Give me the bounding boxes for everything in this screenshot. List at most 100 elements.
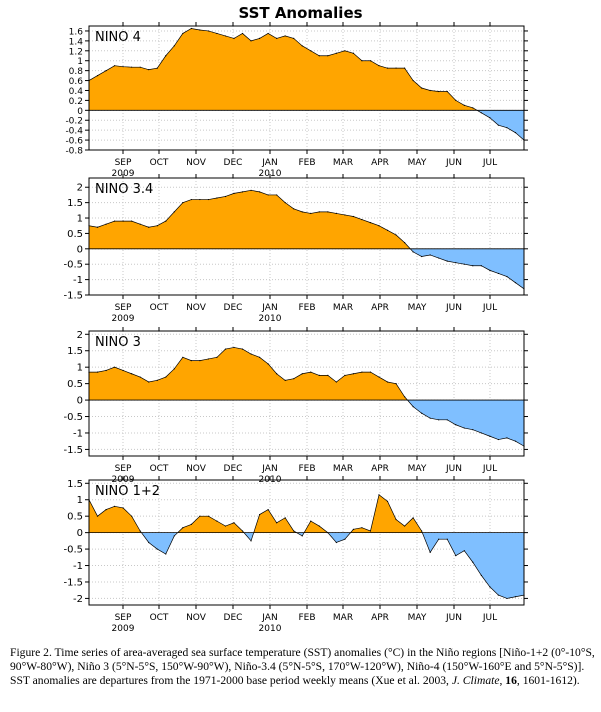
y-tick-label: -0.5 [63,412,83,423]
data-point [318,525,320,527]
data-point [122,369,124,372]
y-tick-label: -0.4 [65,127,83,137]
data-point [335,52,337,54]
data-point [148,226,150,228]
data-point [327,374,329,377]
data-point [190,360,192,362]
data-point [361,371,363,373]
y-tick-label: 1.5 [67,479,83,490]
data-point [318,211,320,213]
data-point [429,417,431,419]
data-point [284,35,286,37]
data-point [403,525,406,527]
data-point [421,255,423,258]
data-point [224,525,227,527]
data-point [386,67,389,69]
data-point [344,214,346,216]
data-point [216,197,218,199]
series-line [89,494,524,599]
data-point [199,29,201,31]
y-tick-label: 0 [77,528,83,539]
data-point [472,561,474,563]
data-point [480,432,482,434]
data-point [216,356,218,358]
x-tick-label: MAR [333,303,353,313]
data-point [301,45,303,47]
data-point [293,208,295,210]
data-point [276,194,278,196]
y-tick-label: 0.5 [67,229,83,240]
data-point [318,374,320,377]
data-point [233,192,235,194]
data-point [173,368,175,370]
x-tick-label: APR [371,303,389,313]
data-point [105,509,107,511]
data-point [421,87,423,89]
data-point [190,198,192,201]
x-tick-label: APR [371,158,389,168]
data-point [165,220,167,222]
x-tick-label: DEC [224,158,243,168]
data-point [506,437,508,439]
data-point [352,215,355,218]
data-point [335,212,337,215]
data-point [216,520,218,522]
x-tick-label: JUN [445,158,462,168]
y-tick-label: -0.8 [65,147,83,157]
data-point [190,523,192,526]
data-point [293,378,295,380]
x-tick-label: DEC [224,613,243,623]
y-tick-label: -0.5 [63,545,83,556]
data-point [352,52,355,54]
x-tick-label: MAY [408,158,427,168]
data-point [173,535,175,537]
data-point [506,127,508,129]
data-point [480,112,482,114]
data-point [207,198,210,201]
y-tick-label: -0.5 [63,260,83,271]
data-point [506,275,508,278]
data-point [514,440,517,442]
data-point [344,374,346,377]
data-point [386,229,389,231]
data-point [113,366,116,368]
data-point [113,220,116,222]
area-positive [89,28,478,111]
x-tick-label: OCT [150,158,169,168]
x-year-label: 2009 [112,314,135,324]
series-line [89,347,524,447]
panel-1: 1.61.41.210.80.60.40.20-0.2-0.4-0.6-0.8 S… [65,22,528,179]
data-point [497,594,500,596]
y-tick-label: -1 [73,561,83,572]
data-point [412,517,414,519]
data-point [378,376,380,378]
x-tick-label: JUN [445,303,462,313]
x-tick-label: MAY [408,464,427,474]
x-tick-label: FEB [298,613,315,623]
data-point [165,553,167,555]
y-tick-label: 1.5 [67,198,83,209]
data-point [224,35,227,37]
data-point [113,505,116,507]
data-point [182,32,184,35]
data-point [267,194,269,196]
data-point [105,369,107,372]
data-point [489,435,491,437]
y-tick-label: 1.4 [69,37,84,47]
data-point [113,65,116,67]
data-point [148,541,150,544]
y-tick-label: 2 [77,330,83,341]
data-point [395,234,397,236]
y-tick-label: -2 [73,594,83,605]
data-point [446,90,448,93]
data-point [233,37,235,40]
data-point [421,530,423,532]
data-point [386,381,389,383]
data-point [369,371,372,373]
data-point [412,251,414,253]
y-tick-label: 1.2 [69,47,83,57]
data-point [148,381,150,383]
x-tick-label: MAY [408,303,427,313]
data-point [267,32,269,35]
data-point [472,265,474,267]
